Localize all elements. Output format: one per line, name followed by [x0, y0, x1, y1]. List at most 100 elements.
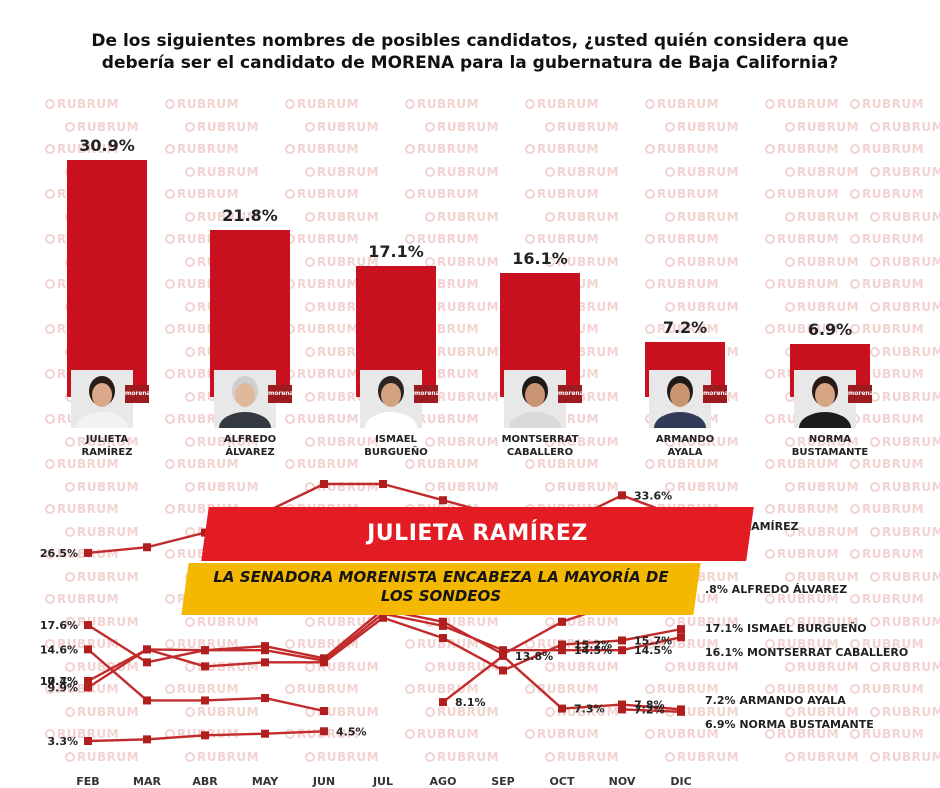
party-badge: morena — [848, 385, 874, 403]
data-label: 14.5% — [574, 644, 612, 657]
bar-2 — [210, 229, 290, 397]
series-point — [320, 727, 328, 736]
x-tick-label: AGO — [430, 775, 457, 788]
chart-title-line-2: debería ser el candidato de MORENA para … — [101, 53, 839, 73]
candidate-name: NORMA BUSTAMANTE — [770, 433, 890, 459]
candidate-name-part: BURGUEÑO — [364, 447, 428, 458]
data-label: 14.6% — [40, 643, 78, 656]
series-point — [143, 735, 151, 744]
series-point — [558, 640, 566, 649]
series-point — [84, 737, 92, 745]
candidate-name-part: NORMA — [808, 434, 852, 445]
candidate-name: JULIETA RAMÍREZ — [47, 433, 167, 459]
data-label: 17.4% — [40, 675, 78, 688]
candidate-name: ALFREDO ÁLVAREZ — [190, 433, 310, 459]
data-label: 15.7% — [634, 634, 672, 647]
series-end-label: 17.1% ISMAEL BURGUEÑO — [705, 622, 867, 635]
series-point — [618, 636, 626, 645]
series-point — [143, 645, 151, 654]
data-label: 8.1% — [455, 696, 486, 709]
bar-value-label: 21.8% — [222, 205, 278, 225]
series-end-label: 7.2% ARMANDO AYALA — [705, 694, 846, 707]
x-tick-label: JUL — [372, 775, 393, 788]
party-badge: morena — [558, 385, 584, 403]
x-tick-label: JUN — [312, 775, 335, 788]
data-label: 10.7% — [40, 675, 78, 688]
x-tick-label: SEP — [491, 775, 515, 788]
subtitle-banner-line-2: LOS SONDEOS — [380, 587, 502, 605]
candidate-photo — [360, 370, 422, 428]
data-label: 7.2% — [634, 703, 665, 716]
series-point — [320, 707, 328, 716]
x-tick-label: NOV — [609, 775, 636, 788]
series-point — [677, 707, 685, 716]
series-point — [499, 646, 507, 655]
series-point — [439, 698, 447, 707]
x-tick-label: MAY — [252, 775, 279, 788]
data-label: 33.6% — [634, 489, 672, 502]
series-point — [499, 651, 507, 660]
candidate-photo — [214, 370, 276, 428]
series-point — [84, 677, 92, 686]
series-point — [201, 696, 209, 705]
x-tick-label: MAR — [133, 775, 161, 788]
series-point — [677, 625, 685, 634]
data-label: 26.5% — [40, 547, 78, 560]
candidate-name-part: RAMÍREZ — [81, 447, 133, 458]
series-point — [261, 658, 269, 667]
subtitle-banner: LA SENADORA MORENISTA ENCABEZA LA MAYORÍ… — [190, 568, 692, 612]
bar-value-label: 30.9% — [79, 135, 135, 155]
series-point — [439, 621, 447, 630]
series-point — [379, 480, 387, 488]
data-label: 7.3% — [574, 703, 605, 716]
candidate-name-part: MONTSERRAT — [501, 434, 579, 445]
series-point — [143, 658, 151, 667]
candidate-name-part: ISMAEL — [375, 434, 417, 445]
data-label: 4.5% — [336, 725, 367, 738]
candidate-name-part: JULIETA — [85, 434, 129, 445]
candidate-photo — [649, 370, 711, 428]
candidate-photo — [504, 370, 566, 428]
candidate-photo — [71, 370, 133, 428]
bar-value-label: 16.1% — [512, 249, 568, 269]
party-badge: morena — [414, 385, 440, 403]
name-banner: JULIETA RAMÍREZ — [367, 521, 588, 546]
series-point — [439, 634, 447, 643]
data-label: 13.8% — [515, 650, 553, 663]
bar-chart: 30.9% morena JULIETA RAMÍREZ 21.8% morena ALFR… — [47, 135, 890, 459]
subtitle-banner-line-1: LA SENADORA MORENISTA ENCABEZA LA MAYORÍ… — [213, 568, 669, 586]
x-tick-label: ABR — [192, 775, 218, 788]
bar-value-label: 7.2% — [662, 317, 708, 337]
series-point — [84, 548, 92, 557]
data-label: 14.5% — [634, 644, 672, 657]
series-point — [261, 642, 269, 651]
data-label: 15.2% — [574, 639, 612, 652]
data-label: 17.6% — [40, 619, 78, 632]
series-point — [558, 704, 566, 713]
series-point — [320, 656, 328, 665]
series-point — [84, 621, 92, 630]
series-end-label: 6.9% NORMA BUSTAMANTE — [705, 718, 874, 731]
chart-title: De los siguientes nombres de posibles ca… — [0, 30, 940, 74]
series-point — [84, 645, 92, 654]
data-label: 7.8% — [634, 699, 665, 712]
candidate-name-part: CABALLERO — [506, 447, 574, 458]
series-point — [201, 731, 209, 740]
candidate-name: ISMAEL BURGUEÑO — [336, 433, 456, 459]
series-end-label: .8% ALFREDO ÁLVAREZ — [705, 583, 847, 596]
series-point — [201, 646, 209, 655]
series-point — [143, 696, 151, 705]
chart-title-line-1: De los siguientes nombres de posibles ca… — [91, 31, 849, 51]
candidate-name-part: ÁLVAREZ — [225, 447, 275, 458]
data-label: 3.3% — [47, 735, 78, 748]
series-point — [261, 729, 269, 738]
data-label: 9.9% — [47, 681, 78, 694]
series-point — [261, 646, 269, 655]
candidate-name-part: ALFREDO — [223, 434, 277, 445]
series-point — [320, 480, 328, 488]
series-end-label: 16.1% MONTSERRAT CABALLERO — [705, 646, 908, 659]
trend-line-chart: 26.5% 17.6% 17.4% 14.6% 10.7%9.9% 3.3% 4.5% 8.1… — [40, 480, 908, 788]
series-point — [84, 683, 92, 692]
series-point — [618, 700, 626, 709]
party-badge: morena — [125, 385, 151, 403]
